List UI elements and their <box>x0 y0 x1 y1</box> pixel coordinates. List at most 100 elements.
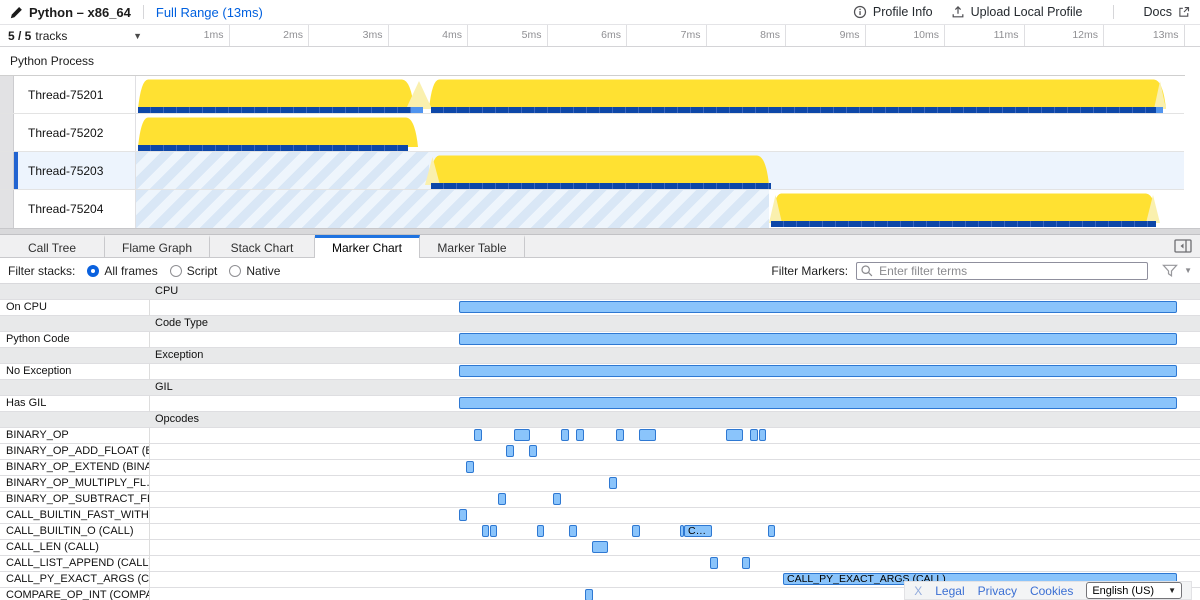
marker-bar[interactable] <box>639 429 656 441</box>
radio-option-all-frames[interactable]: All frames <box>75 264 158 278</box>
track-label: Thread-75203 <box>18 152 136 189</box>
track-row[interactable]: Thread-75202 <box>0 114 1184 152</box>
radio-label: Native <box>246 263 281 278</box>
marker-bar[interactable] <box>609 477 617 489</box>
marker-bar-label: C… <box>688 525 707 537</box>
footer-legal-link[interactable]: Legal <box>935 583 965 598</box>
language-value: English (US) <box>1092 584 1155 597</box>
marker-category-row: Exception <box>0 348 1200 364</box>
marker-bar[interactable] <box>498 493 506 505</box>
marker-row-label: Has GIL <box>0 396 150 412</box>
timeline-tick: 13ms <box>1152 29 1179 41</box>
marker-category-row: Opcodes <box>0 412 1200 428</box>
track-row[interactable]: Thread-75204 <box>0 190 1184 228</box>
marker-bar[interactable] <box>561 429 569 441</box>
panel-splitter[interactable] <box>0 228 1200 235</box>
sidebar-toggle-icon[interactable] <box>1174 239 1194 254</box>
tab-stack-chart[interactable]: Stack Chart <box>210 235 315 257</box>
full-range-link[interactable]: Full Range (13ms) <box>155 4 263 20</box>
marker-row-label: CALL_LEN (CALL) <box>0 540 150 556</box>
marker-bar[interactable] <box>514 429 530 441</box>
marker-bar[interactable] <box>459 397 1177 409</box>
divider <box>142 5 144 19</box>
marker-category-row: CPU <box>0 284 1200 300</box>
marker-bar[interactable] <box>553 493 561 505</box>
activity-graph[interactable] <box>136 114 1170 151</box>
marker-bar[interactable] <box>537 525 544 537</box>
marker-bar[interactable] <box>569 525 577 537</box>
marker-bar[interactable] <box>474 429 482 441</box>
marker-bar[interactable] <box>459 301 1177 313</box>
filter-stacks-label: Filter stacks: <box>8 263 76 278</box>
language-select[interactable]: English (US) ▼ <box>1086 582 1182 599</box>
top-bar: Python – x86_64 Full Range (13ms) Profil… <box>0 0 1200 25</box>
tab-flame-graph[interactable]: Flame Graph <box>105 235 210 257</box>
marker-bar[interactable] <box>459 365 1177 377</box>
marker-bar[interactable] <box>490 525 497 537</box>
radio-icon[interactable] <box>87 264 100 277</box>
marker-bar[interactable] <box>759 429 766 441</box>
marker-row: BINARY_OP_ADD_FLOAT (B… <box>0 444 1200 460</box>
radio-option-script[interactable]: Script <box>158 264 217 278</box>
upload-profile-button[interactable]: Upload Local Profile <box>951 5 1083 19</box>
stack-filter-radios: All frames Script Native <box>75 264 280 278</box>
activity-graph[interactable] <box>136 190 1170 228</box>
tracks-word: tracks <box>35 28 68 43</box>
tab-marker-table[interactable]: Marker Table <box>420 235 525 257</box>
marker-row: Python Code <box>0 332 1200 348</box>
marker-bar[interactable]: C… <box>684 525 712 537</box>
track-label: Thread-75201 <box>18 76 136 113</box>
search-icon <box>860 264 874 278</box>
profile-info-button[interactable]: Profile Info <box>853 5 933 19</box>
marker-bar[interactable] <box>576 429 584 441</box>
process-header-row[interactable]: Python Process <box>0 47 1185 76</box>
marker-category-row: Code Type <box>0 316 1200 332</box>
no-samples-hatch <box>136 152 429 189</box>
track-row[interactable]: Thread-75201 <box>0 76 1184 114</box>
marker-bar[interactable] <box>750 429 758 441</box>
radio-option-native[interactable]: Native <box>217 264 280 278</box>
track-drag-handle[interactable] <box>0 152 14 189</box>
selected-track-accent <box>14 152 18 189</box>
radio-icon[interactable] <box>169 264 182 277</box>
marker-bar[interactable] <box>680 525 684 537</box>
marker-bar[interactable] <box>459 333 1177 345</box>
marker-bar[interactable] <box>726 429 743 441</box>
marker-bar[interactable] <box>768 525 775 537</box>
marker-bar[interactable] <box>506 445 514 457</box>
track-row[interactable]: Thread-75203 <box>0 152 1184 190</box>
marker-bar[interactable] <box>710 557 718 569</box>
filter-funnel-icon[interactable] <box>1162 264 1179 278</box>
marker-bar[interactable] <box>632 525 640 537</box>
timeline-tick: 11ms <box>945 25 1025 46</box>
tab-marker-chart[interactable]: Marker Chart <box>315 235 420 258</box>
footer-x-link[interactable]: X <box>914 583 923 598</box>
marker-filter-input[interactable] <box>856 261 1149 280</box>
upload-icon <box>951 5 965 19</box>
marker-row: BINARY_OP <box>0 428 1200 444</box>
tab-call-tree[interactable]: Call Tree <box>0 235 105 257</box>
activity-graph[interactable] <box>136 76 1170 113</box>
track-drag-handle[interactable] <box>0 190 14 228</box>
marker-bar[interactable] <box>529 445 537 457</box>
marker-row-label: Python Code <box>0 332 150 348</box>
radio-icon[interactable] <box>229 264 242 277</box>
activity-graph[interactable] <box>136 152 1170 189</box>
marker-bar[interactable] <box>482 525 489 537</box>
no-samples-hatch <box>136 190 769 228</box>
marker-bar[interactable] <box>466 461 474 473</box>
marker-bar[interactable] <box>592 541 608 553</box>
marker-bar[interactable] <box>742 557 750 569</box>
tracks-dropdown[interactable]: 5 / 5 tracks ▼ <box>0 25 150 46</box>
marker-row: BINARY_OP_SUBTRACT_FL… <box>0 492 1200 508</box>
track-drag-handle[interactable] <box>0 114 14 151</box>
timeline-tick: 4ms <box>389 25 468 46</box>
docs-link[interactable]: Docs <box>1144 5 1190 19</box>
footer-cookies-link[interactable]: Cookies <box>1029 583 1074 598</box>
footer-privacy-link[interactable]: Privacy <box>977 583 1017 598</box>
marker-bar[interactable] <box>585 589 593 600</box>
track-drag-handle[interactable] <box>0 76 14 113</box>
marker-bar[interactable] <box>616 429 624 441</box>
marker-bar[interactable] <box>459 509 467 521</box>
filter-dropdown-icon[interactable]: ▼ <box>1184 266 1192 275</box>
